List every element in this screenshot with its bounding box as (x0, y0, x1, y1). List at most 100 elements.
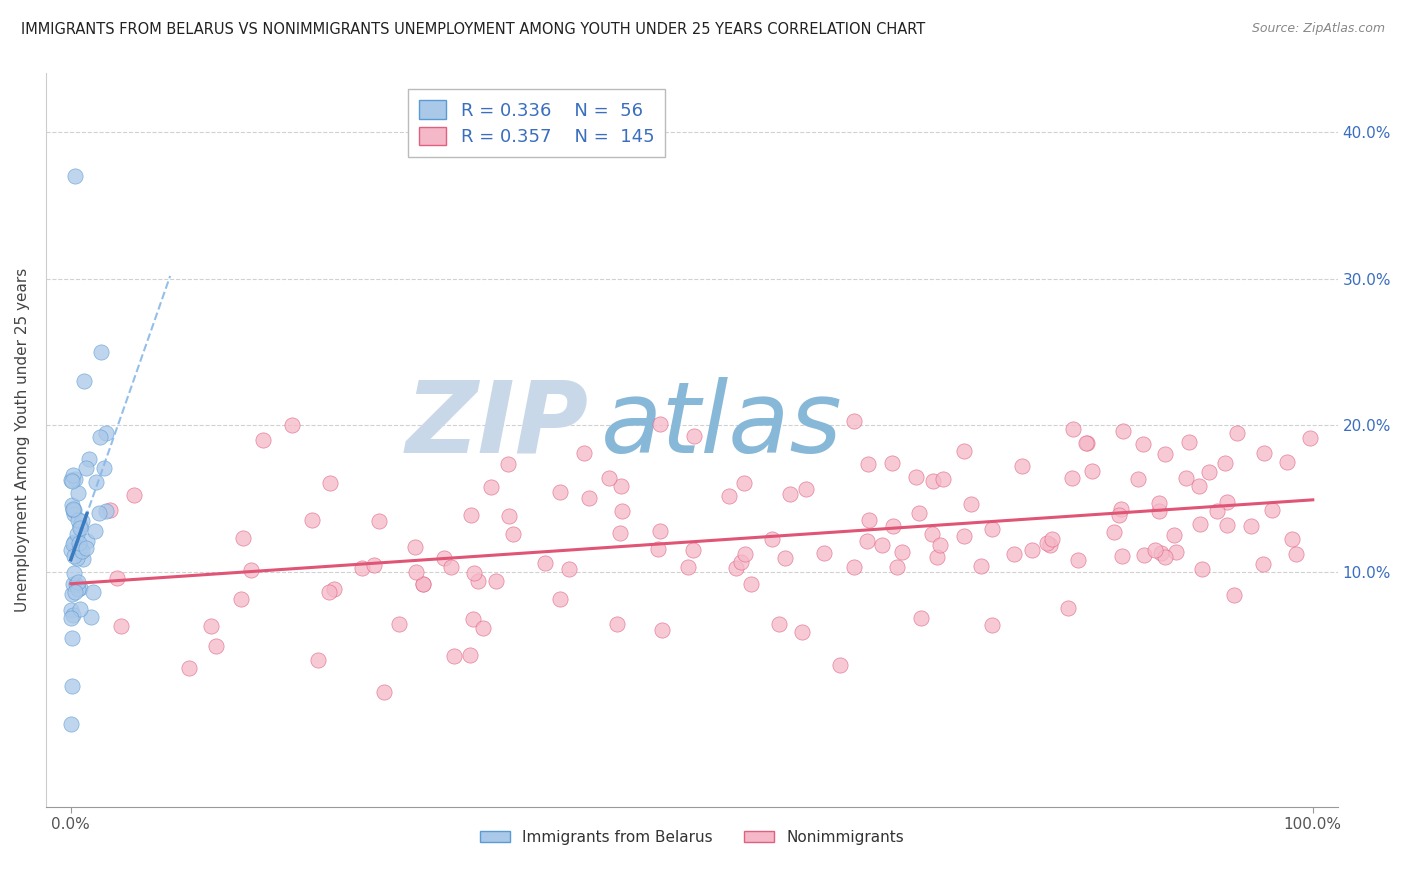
Point (886, 560, 908, 574)
Point (105, 571, 128, 585)
Point (676, 560, 699, 574)
Point (498, 508, 520, 523)
Point (1011, 458, 1033, 473)
Point (734, 548, 756, 562)
Point (460, 508, 482, 522)
Point (89, 429, 111, 443)
Point (612, 504, 634, 518)
Point (1147, 496, 1170, 510)
Point (458, 648, 481, 663)
Point (882, 519, 904, 533)
Point (651, 623, 673, 637)
Point (367, 514, 389, 528)
Point (1062, 471, 1084, 485)
Point (63, 535, 86, 549)
Point (433, 550, 456, 565)
Point (412, 576, 434, 591)
Point (740, 576, 762, 591)
Point (1223, 588, 1246, 602)
Point (981, 618, 1004, 632)
Point (65, 576, 87, 591)
Point (62, 577, 84, 591)
Point (62, 608, 84, 623)
Point (1188, 516, 1211, 531)
Point (67, 486, 90, 500)
Point (921, 527, 943, 541)
Point (231, 591, 253, 606)
Point (63, 566, 86, 580)
Point (610, 479, 633, 493)
Point (63, 549, 86, 563)
Point (472, 621, 495, 635)
Point (1198, 466, 1220, 480)
Point (1150, 546, 1173, 560)
Point (682, 542, 704, 557)
Point (73, 374, 96, 388)
Point (1132, 436, 1154, 450)
Point (1076, 435, 1098, 450)
Point (794, 482, 817, 496)
Point (498, 458, 520, 472)
Point (72, 544, 94, 558)
Point (76, 534, 98, 549)
Point (1187, 479, 1209, 493)
Point (1191, 561, 1213, 575)
Point (60, 631, 83, 645)
Point (650, 417, 672, 432)
Point (200, 619, 222, 633)
Point (77, 452, 100, 467)
Point (725, 560, 748, 574)
Point (1143, 542, 1166, 557)
Point (761, 533, 783, 547)
Point (60, 475, 83, 489)
Point (1178, 435, 1201, 450)
Point (252, 433, 274, 447)
Point (66, 551, 89, 566)
Point (1299, 431, 1322, 445)
Point (1062, 421, 1084, 435)
Point (910, 611, 932, 625)
Point (373, 685, 395, 699)
Point (1174, 471, 1197, 485)
Point (1226, 426, 1249, 441)
Point (880, 456, 903, 470)
Point (69, 540, 91, 554)
Point (65, 472, 87, 486)
Point (730, 556, 752, 570)
Point (953, 529, 976, 543)
Point (609, 526, 631, 541)
Point (1216, 518, 1239, 533)
Point (1021, 543, 1043, 558)
Point (485, 574, 508, 588)
Point (87, 506, 110, 520)
Point (62, 502, 84, 516)
Point (66, 575, 89, 590)
Point (179, 661, 201, 675)
Point (63, 585, 86, 599)
Point (606, 616, 628, 631)
Point (98, 503, 121, 517)
Point (93, 461, 115, 475)
Point (1285, 547, 1308, 561)
Point (443, 648, 465, 663)
Point (63, 508, 86, 522)
Point (318, 584, 340, 599)
Point (232, 531, 254, 545)
Point (307, 653, 329, 667)
Text: atlas: atlas (602, 376, 844, 474)
Point (558, 561, 581, 575)
Point (62, 502, 84, 516)
Point (1149, 504, 1171, 518)
Point (69, 581, 91, 595)
Point (1213, 456, 1236, 470)
Point (1108, 508, 1130, 522)
Point (62, 467, 84, 482)
Point (1163, 527, 1185, 541)
Point (1251, 557, 1274, 571)
Point (72, 551, 94, 566)
Point (1036, 536, 1059, 550)
Point (75, 541, 97, 555)
Point (67, 536, 90, 550)
Point (405, 566, 427, 580)
Point (60, 603, 83, 617)
